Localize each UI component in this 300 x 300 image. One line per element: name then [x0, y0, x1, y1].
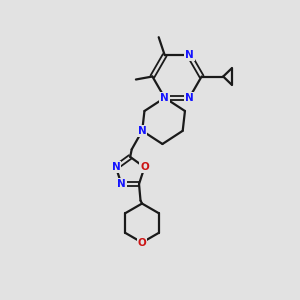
Text: N: N — [138, 126, 147, 136]
Text: N: N — [185, 50, 194, 60]
Text: N: N — [185, 93, 194, 103]
Text: O: O — [140, 162, 149, 172]
Text: N: N — [160, 93, 169, 103]
Text: N: N — [117, 179, 126, 189]
Text: N: N — [112, 162, 120, 172]
Text: O: O — [138, 238, 146, 248]
